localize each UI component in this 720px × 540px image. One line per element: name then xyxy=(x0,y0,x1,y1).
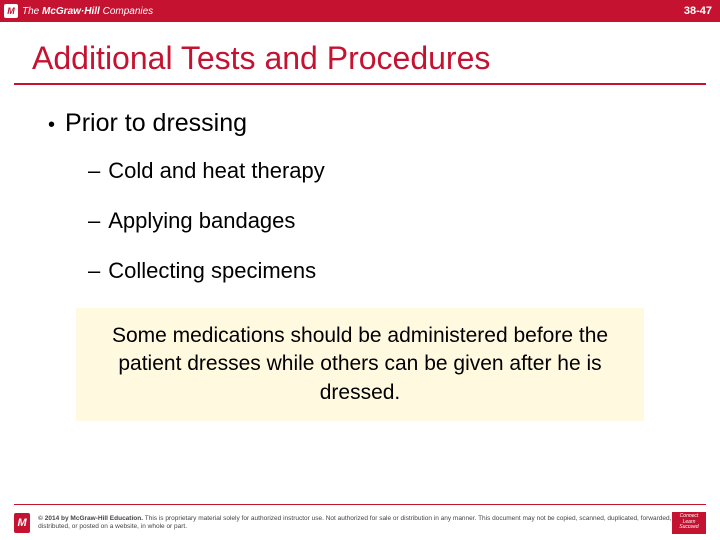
dash-icon: – xyxy=(88,258,100,284)
bullet-level2: – Cold and heat therapy xyxy=(40,158,680,184)
dash-icon: – xyxy=(88,158,100,184)
dash-icon: – xyxy=(88,208,100,234)
copyright-text: © 2014 by McGraw-Hill Education. xyxy=(38,515,143,522)
brand-suffix: Companies xyxy=(103,6,154,17)
footer-logo-icon: M xyxy=(14,513,30,533)
bullet-level2-text: Applying bandages xyxy=(108,208,295,234)
bullet-level2: – Collecting specimens xyxy=(40,258,680,284)
callout-box: Some medications should be administered … xyxy=(76,308,644,421)
content-area: • Prior to dressing – Cold and heat ther… xyxy=(0,85,720,421)
brand-name: McGraw·Hill xyxy=(42,6,100,17)
brand-wrap: M The McGraw·Hill Companies xyxy=(4,4,153,18)
slide-number: 38-47 xyxy=(684,5,712,17)
bullet-level2-text: Cold and heat therapy xyxy=(108,158,325,184)
brand-header: M The McGraw·Hill Companies 38-47 xyxy=(0,0,720,22)
connect-badge-icon: Connect Learn Succeed xyxy=(672,512,706,534)
brand-prefix: The xyxy=(22,6,39,17)
slide-title: Additional Tests and Procedures xyxy=(32,40,682,77)
connect-line: Succeed xyxy=(679,525,698,531)
bullet-level1-text: Prior to dressing xyxy=(65,109,247,138)
brand-logo-icon: M xyxy=(4,4,18,18)
footer-left: M © 2014 by McGraw-Hill Education. This … xyxy=(14,513,672,533)
bullet-level2: – Applying bandages xyxy=(40,208,680,234)
bullet-level1: • Prior to dressing xyxy=(40,109,680,138)
brand-text: The McGraw·Hill Companies xyxy=(22,6,153,17)
title-area: Additional Tests and Procedures xyxy=(14,22,706,85)
bullet-dot-icon: • xyxy=(48,115,55,135)
bullet-level2-text: Collecting specimens xyxy=(108,258,316,284)
footer: M © 2014 by McGraw-Hill Education. This … xyxy=(14,504,706,540)
footer-text: © 2014 by McGraw-Hill Education. This is… xyxy=(38,515,672,531)
